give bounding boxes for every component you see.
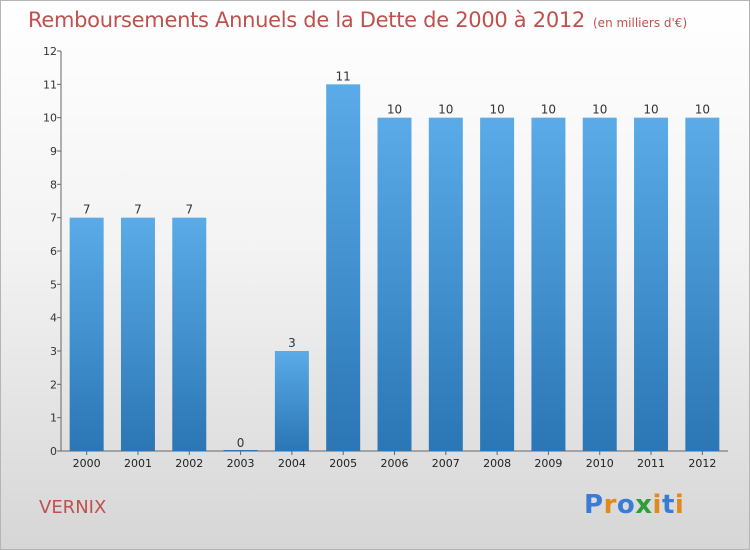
x-tick-label: 2011 — [637, 457, 665, 470]
y-tick-label: 5 — [50, 278, 57, 291]
x-tick-label: 2009 — [534, 457, 562, 470]
bar — [120, 217, 155, 451]
logo-letter: i — [674, 490, 685, 520]
bar — [634, 117, 669, 452]
data-label: 7 — [185, 203, 193, 217]
logo-letter: t — [661, 490, 675, 520]
bar — [69, 217, 104, 451]
data-label: 0 — [237, 436, 245, 450]
x-tick-label: 2004 — [278, 457, 306, 470]
logo-letter: x — [635, 490, 653, 520]
data-label: 10 — [592, 103, 607, 117]
y-tick-label: 9 — [50, 145, 57, 158]
data-label: 7 — [134, 203, 142, 217]
y-tick-label: 12 — [43, 45, 57, 58]
logo-letter: i — [652, 490, 662, 520]
logo-letter: r — [603, 490, 617, 520]
y-tick-label: 11 — [43, 78, 57, 91]
x-tick-label: 2002 — [175, 457, 203, 470]
bar — [582, 117, 617, 452]
chart-unit: (en milliers d'€) — [593, 16, 688, 30]
chart-title: Remboursements Annuels de la Dette de 20… — [28, 8, 687, 32]
y-tick-label: 1 — [50, 412, 57, 425]
commune-name: VERNIX — [39, 497, 107, 518]
x-tick-label: 2000 — [73, 457, 101, 470]
bar — [274, 351, 309, 451]
bar — [377, 117, 412, 452]
bar — [172, 217, 207, 451]
y-tick-label: 4 — [50, 312, 57, 325]
bar — [223, 450, 258, 451]
x-tick-label: 2007 — [432, 457, 460, 470]
x-tick-label: 2012 — [688, 457, 716, 470]
y-tick-label: 6 — [50, 245, 57, 258]
data-label: 10 — [438, 103, 453, 117]
x-tick-label: 2003 — [227, 457, 255, 470]
bar — [685, 117, 720, 452]
y-tick-label: 10 — [43, 112, 57, 125]
bar — [480, 117, 515, 452]
data-label: 7 — [83, 203, 91, 217]
bar — [531, 117, 566, 452]
x-tick-label: 2010 — [586, 457, 614, 470]
y-tick-label: 8 — [50, 178, 57, 191]
x-tick-label: 2005 — [329, 457, 357, 470]
data-label: 3 — [288, 336, 296, 350]
logo-letter: P — [584, 490, 604, 520]
y-tick-label: 7 — [50, 212, 57, 225]
proxiti-logo: Proxiti — [584, 490, 684, 520]
x-tick-label: 2006 — [381, 457, 409, 470]
bar — [428, 117, 463, 452]
data-label: 10 — [387, 103, 402, 117]
data-label: 10 — [541, 103, 556, 117]
data-label: 11 — [336, 69, 351, 83]
data-label: 10 — [695, 103, 710, 117]
x-tick-label: 2001 — [124, 457, 152, 470]
chart-title-text: Remboursements Annuels de la Dette de 20… — [28, 8, 585, 32]
bar — [326, 84, 361, 451]
y-tick-label: 0 — [50, 445, 57, 458]
data-label: 10 — [643, 103, 658, 117]
data-label: 10 — [489, 103, 504, 117]
x-tick-label: 2008 — [483, 457, 511, 470]
y-tick-label: 3 — [50, 345, 57, 358]
logo-letter: o — [616, 490, 636, 520]
y-tick-label: 2 — [50, 378, 57, 391]
